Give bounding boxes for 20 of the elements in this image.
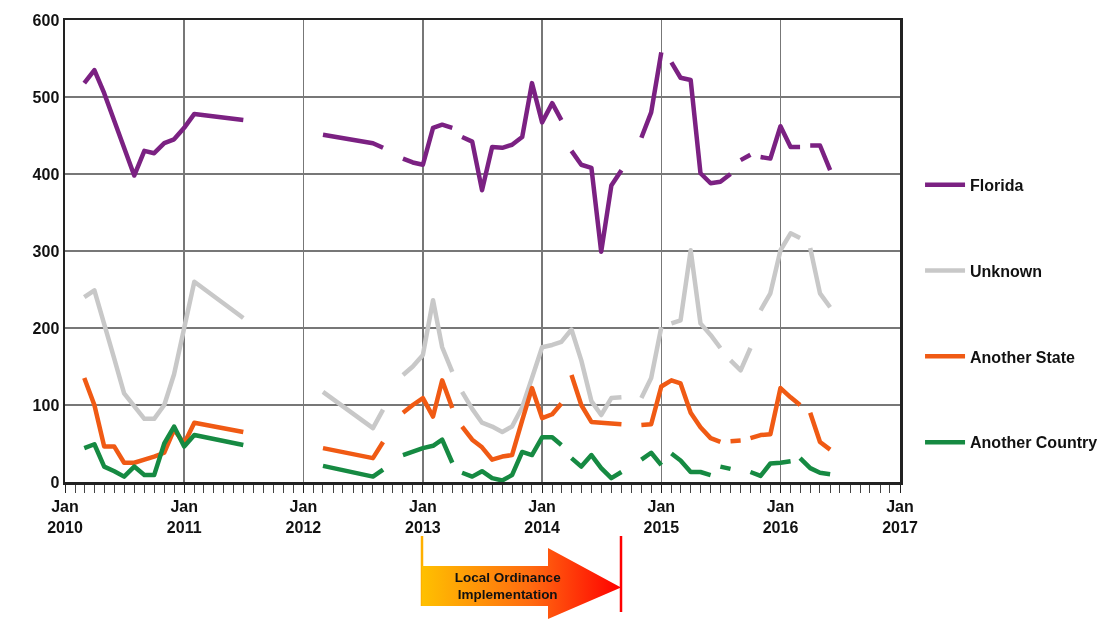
x-tick-label: Jan 2015 (643, 497, 680, 536)
text: Local Ordinance Implementation (454, 570, 562, 602)
x-tick-label: Jan 2012 (285, 497, 322, 536)
y-tick-label: 300 (32, 242, 60, 260)
y-tick-label: 0 (50, 473, 60, 491)
legend-label: Florida (970, 176, 1024, 194)
x-tick-label: Jan 2013 (405, 497, 441, 536)
legend-label: Another Country (970, 434, 1098, 452)
x-tick-label: Jan 2016 (762, 497, 799, 536)
legend-label: Unknown (970, 262, 1043, 280)
y-tick-label: 200 (32, 319, 60, 337)
legend-label: Another State (970, 348, 1076, 366)
x-tick-label: Jan 2017 (882, 497, 918, 536)
y-tick-label: 100 (32, 396, 60, 414)
y-tick-label: 600 (32, 11, 60, 29)
x-tick-label: Jan 2014 (524, 497, 560, 536)
x-tick-label: Jan 2011 (166, 497, 202, 536)
x-tick-label: Jan 2010 (47, 497, 83, 536)
y-tick-label: 400 (32, 165, 60, 183)
y-tick-label: 500 (32, 88, 60, 106)
